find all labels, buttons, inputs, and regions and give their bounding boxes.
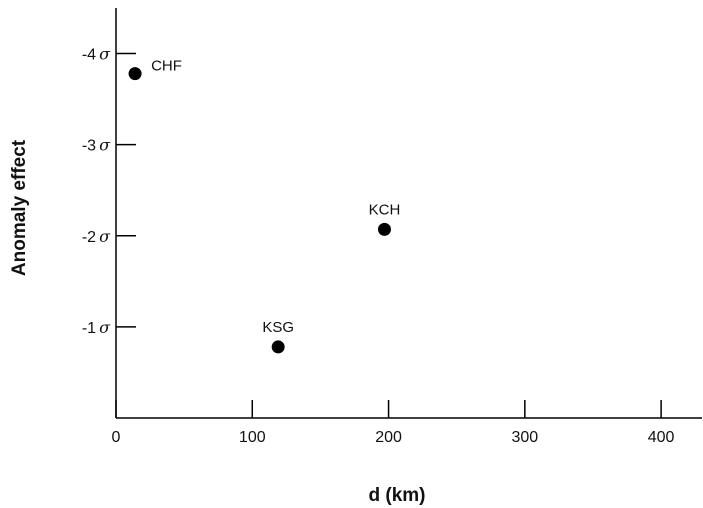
- axes: [115, 8, 702, 419]
- y-tick-value: -4: [82, 47, 96, 64]
- data-point-ksg: [271, 340, 285, 354]
- y-tick-label: -3 σ: [82, 136, 111, 155]
- y-tick-label: -1 σ: [82, 318, 111, 337]
- x-tick-label: 300: [511, 429, 538, 446]
- data-point-chf: [128, 67, 142, 81]
- y-tick-unit: σ: [99, 227, 111, 246]
- point-label-kch: KCH: [369, 201, 401, 218]
- y-tick-value: -1: [82, 320, 96, 337]
- x-tick-label: 200: [375, 429, 402, 446]
- data-point-kch: [377, 222, 391, 236]
- y-tick-unit: σ: [99, 136, 111, 155]
- y-tick-label: -4 σ: [82, 45, 111, 64]
- y-tick-unit: σ: [99, 45, 111, 64]
- y-axis-title: Anomaly effect: [9, 139, 30, 276]
- y-tick-value: -2: [82, 229, 96, 246]
- y-tick-unit: σ: [99, 318, 111, 337]
- y-tick-label: -2 σ: [82, 227, 111, 246]
- y-ticks: -4 σ-3 σ-2 σ-1 σ: [82, 45, 136, 337]
- point-label-chf: CHF: [151, 58, 182, 75]
- x-tick-label: 400: [648, 429, 675, 446]
- point-label-ksg: KSG: [262, 319, 294, 336]
- x-tick-label: 0: [112, 429, 121, 446]
- x-axis-title: d (km): [369, 485, 426, 506]
- x-tick-label: 100: [239, 429, 266, 446]
- y-tick-value: -3: [82, 138, 96, 155]
- data-points: CHF KCH KSG: [128, 58, 401, 354]
- x-ticks: 0 100 200 300 400: [112, 400, 675, 446]
